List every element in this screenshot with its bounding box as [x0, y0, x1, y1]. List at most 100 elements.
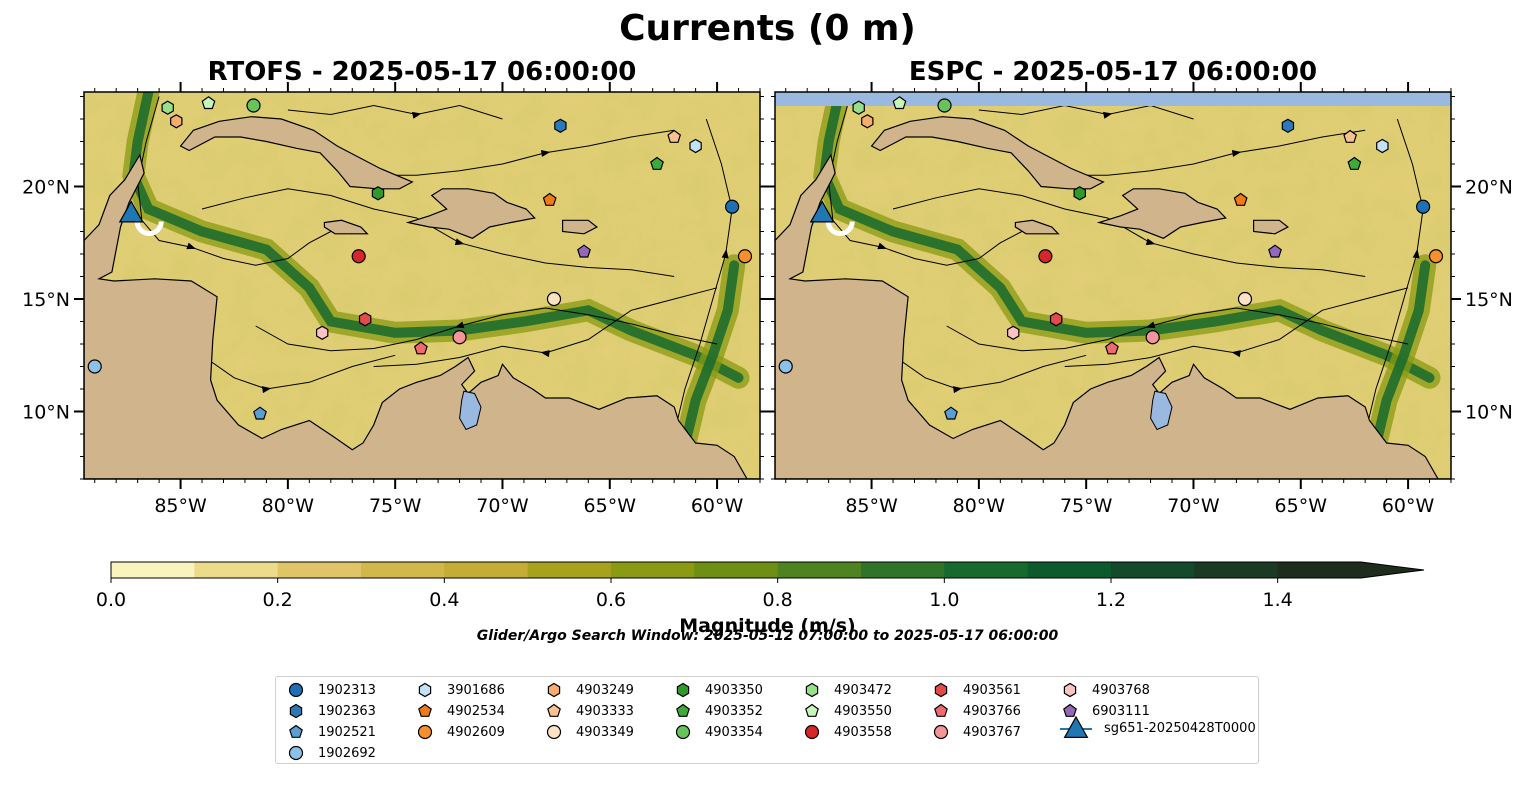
float-4903333: [667, 129, 682, 143]
streamline-arrow: [1145, 238, 1156, 246]
pentagon-marker-icon: [1063, 703, 1077, 717]
streamline: [287, 104, 503, 120]
figure-title: Currents (0 m): [619, 8, 916, 49]
lat-tick-label-left: 20°N: [22, 177, 70, 199]
float-4903472: [852, 100, 865, 115]
legend-marker: [675, 724, 691, 740]
circle-marker-icon: [546, 724, 562, 740]
float-4903768: [1007, 325, 1020, 340]
frame-rtofs: [83, 91, 761, 480]
lake-maracaibo: [459, 390, 482, 431]
hexagon-marker-icon: [676, 682, 690, 698]
float-4903349: [546, 291, 562, 307]
legend-entry: 4903768: [1060, 680, 1150, 700]
legend-entry: 1902692: [286, 743, 376, 763]
legend-label: 4903352: [705, 703, 763, 719]
colorbar-bin: [611, 562, 695, 578]
legend-marker: [418, 682, 432, 698]
float-4902534: [1233, 192, 1248, 206]
legend-label: 4903558: [834, 724, 892, 740]
colorbar-bin: [527, 562, 612, 578]
legend-entry: 1902521: [286, 722, 376, 742]
colorbar-bin: [777, 562, 862, 578]
hexagon-marker-icon: [418, 682, 432, 698]
streamline: [1064, 129, 1366, 176]
legend-label: 4903349: [576, 724, 634, 740]
float-4903767: [452, 330, 467, 345]
legend-marker: [805, 703, 819, 717]
land: [1014, 219, 1060, 235]
lon-tick-label: 75°W: [1060, 495, 1113, 517]
colorbar-bin: [444, 562, 529, 578]
pentagon-marker-icon: [418, 703, 432, 717]
legend-label: 4903561: [963, 682, 1021, 698]
colorbar-bin: [861, 562, 945, 578]
colorbar: 0.0 0.2 0.4 0.6 0.8 1.0 1.2 1.4: [96, 561, 1425, 611]
streamline: [978, 104, 1194, 120]
streamline: [892, 188, 1366, 277]
float-4903561: [358, 312, 372, 327]
streamline-arrow: [411, 111, 422, 119]
streamline-arrow: [1145, 321, 1156, 329]
legend-entry: 4903766: [931, 701, 1021, 721]
legend-marker: [417, 724, 433, 740]
float-4903350: [1073, 186, 1086, 201]
circle-marker-icon: [933, 724, 949, 740]
lon-tick-label: 75°W: [369, 495, 422, 517]
circle-marker-icon: [288, 745, 304, 761]
legend-label: 1902313: [318, 682, 376, 698]
float-4903472: [161, 100, 174, 115]
colorbar-title: Magnitude (m/s): [679, 615, 856, 637]
float-4902609: [737, 249, 753, 264]
legend-marker: [418, 703, 432, 717]
legend-label: 1902692: [318, 745, 376, 761]
legend-label: 4903350: [705, 682, 763, 698]
colorbar-tick-label: 1.2: [1096, 589, 1126, 611]
colorbar-bin: [1027, 562, 1112, 578]
float-4903352: [650, 156, 664, 170]
float-4903766: [413, 341, 428, 355]
lon-tick-label: 60°W: [691, 495, 744, 517]
land: [775, 153, 1451, 479]
circle-marker-icon: [417, 724, 433, 740]
legend-label: 4903333: [576, 703, 634, 719]
float-4903352: [1347, 156, 1362, 170]
land: [84, 153, 760, 479]
float-4903767: [1145, 330, 1160, 345]
map-frames: [83, 91, 1452, 480]
float-6903111: [1268, 244, 1282, 258]
streamline-arrow: [1412, 249, 1420, 259]
legend-marker: [1063, 703, 1077, 717]
legend-entry: 4903249: [544, 680, 634, 700]
float-4903550: [201, 96, 216, 110]
legend-entry: 4903354: [673, 722, 763, 742]
legend-marker: [1063, 715, 1089, 738]
streamline-arrow: [261, 386, 272, 394]
colorbar-tick-label: 0.0: [96, 589, 126, 611]
land: [870, 116, 1105, 190]
lat-tick-label-right: 10°N: [1465, 402, 1513, 424]
legend-marker: [1063, 682, 1077, 698]
land: [323, 219, 369, 235]
legend-label: 4902609: [447, 724, 505, 740]
lat-tick-label-left: 10°N: [22, 402, 70, 424]
legend-marker: [547, 703, 561, 717]
legend-entry: 4903550: [802, 701, 892, 721]
streamline-arrow: [186, 242, 197, 250]
legend-label: 4903768: [1092, 682, 1150, 698]
legend-label: 6903111: [1092, 703, 1150, 719]
current-core: [679, 260, 740, 451]
hexagon-marker-icon: [547, 682, 561, 698]
circle-marker-icon: [288, 682, 304, 698]
legend-label: 3901686: [447, 682, 505, 698]
current-core: [1370, 260, 1431, 451]
lon-tick-label: 80°W: [262, 495, 315, 517]
glider-track: [134, 221, 164, 236]
streamline-arrow: [454, 238, 465, 246]
float-4903350: [371, 186, 385, 201]
colorbar-outline: [110, 561, 1425, 579]
legend-marker: [676, 682, 690, 698]
legend-entry: 4903472: [802, 680, 892, 700]
legend-marker: [934, 682, 948, 698]
streamline-arrow: [1102, 111, 1113, 119]
